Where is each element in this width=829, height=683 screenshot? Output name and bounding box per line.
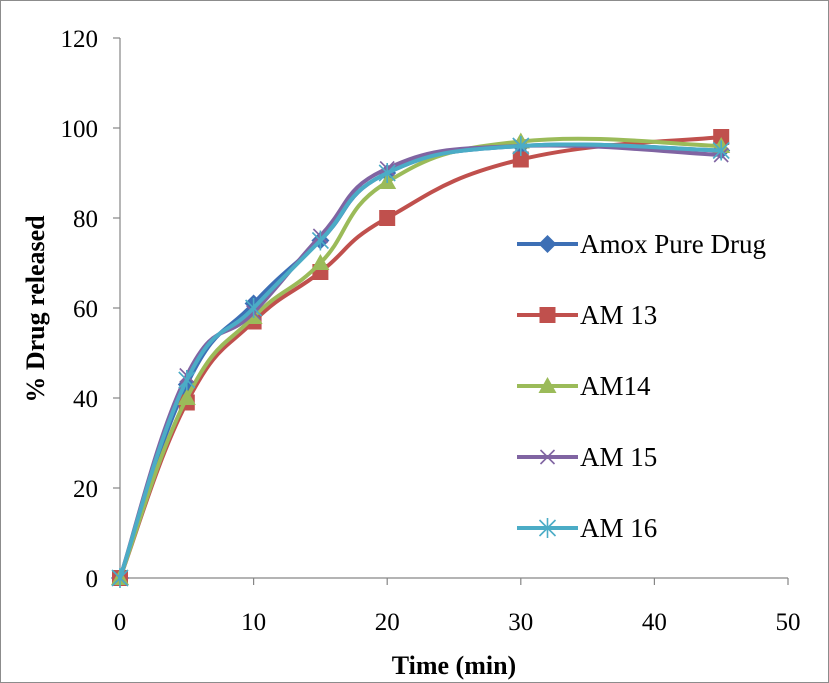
x-axis-title: Time (min): [392, 651, 516, 680]
y-tick-label: 80: [73, 206, 98, 233]
data-point: [512, 151, 529, 168]
x-tick-label: 0: [114, 609, 127, 636]
legend-swatch-marker: [538, 377, 557, 393]
data-point: [378, 163, 396, 183]
legend-item: AM 16: [517, 513, 657, 543]
x-tick-label: 40: [642, 609, 667, 636]
y-tick-label: 0: [86, 566, 99, 593]
legend-label: AM14: [580, 371, 651, 401]
y-tick-label: 120: [61, 26, 99, 53]
legend-item: AM 13: [517, 300, 657, 330]
x-tick-label: 10: [241, 609, 266, 636]
data-point: [379, 210, 396, 226]
y-tick-label: 40: [73, 386, 98, 413]
data-point: [245, 298, 263, 318]
x-tick-label: 20: [375, 609, 400, 636]
data-point: [178, 370, 196, 390]
legend-label: AM 13: [580, 300, 657, 330]
series-layer: [111, 129, 731, 588]
legend-label: AM 16: [580, 513, 657, 543]
series-5: [111, 136, 730, 588]
data-point: [311, 230, 329, 251]
data-point: [111, 568, 129, 588]
legend-item: AM 15: [517, 442, 657, 472]
legend: Amox Pure Drug AM 13 AM14 AM 15 AM 16: [517, 229, 766, 543]
legend-item: Amox Pure Drug: [517, 229, 766, 259]
data-point: [311, 254, 330, 270]
legend-swatch-marker: [538, 235, 557, 253]
y-tick-label: 20: [73, 476, 98, 503]
data-point: [177, 389, 196, 405]
y-tick-label: 100: [61, 116, 99, 143]
legend-label: Amox Pure Drug: [580, 229, 766, 259]
legend-item: AM14: [517, 371, 651, 401]
x-tick-label: 50: [776, 609, 801, 636]
y-axis-title: % Drug released: [21, 215, 50, 403]
legend-label: AM 15: [580, 442, 657, 472]
data-point: [712, 140, 730, 161]
x-tick-label: 30: [508, 609, 533, 636]
legend-swatch-marker: [539, 307, 556, 323]
axes: 0 20 40 60 80 100 120 0 10 20 30 40 50: [61, 26, 801, 636]
legend-swatch-marker: [539, 449, 556, 465]
legend-swatch-marker: [538, 518, 557, 538]
series-line: [118, 136, 724, 580]
data-point: [512, 136, 530, 156]
y-tick-label: 60: [73, 296, 98, 323]
